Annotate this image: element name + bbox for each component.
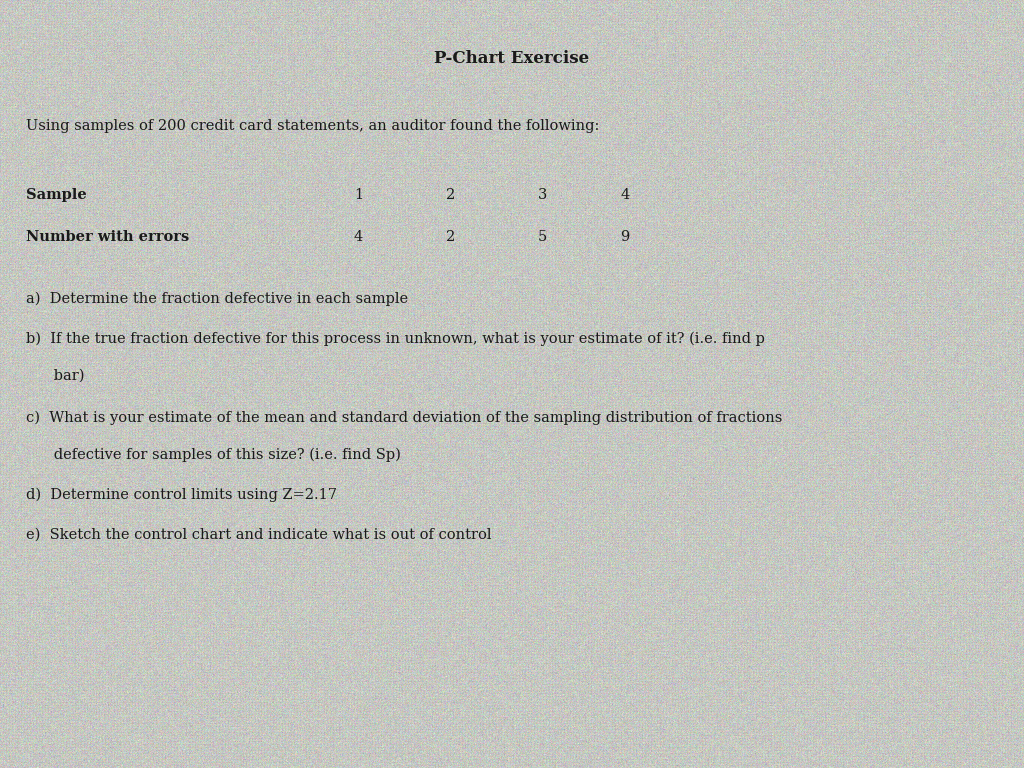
Text: 2: 2 — [445, 188, 456, 202]
Text: a)  Determine the fraction defective in each sample: a) Determine the fraction defective in e… — [26, 292, 408, 306]
Text: 4: 4 — [353, 230, 364, 244]
Text: Number with errors: Number with errors — [26, 230, 188, 244]
Text: 5: 5 — [538, 230, 548, 244]
Text: 2: 2 — [445, 230, 456, 244]
Text: e)  Sketch the control chart and indicate what is out of control: e) Sketch the control chart and indicate… — [26, 528, 492, 541]
Text: 1: 1 — [354, 188, 362, 202]
Text: c)  What is your estimate of the mean and standard deviation of the sampling dis: c) What is your estimate of the mean and… — [26, 411, 782, 425]
Text: defective for samples of this size? (i.e. find Sp): defective for samples of this size? (i.e… — [26, 448, 400, 462]
Text: bar): bar) — [26, 369, 84, 382]
Text: 3: 3 — [538, 188, 548, 202]
Text: d)  Determine control limits using Z=2.17: d) Determine control limits using Z=2.17 — [26, 488, 337, 502]
Text: 4: 4 — [620, 188, 630, 202]
Text: Using samples of 200 credit card statements, an auditor found the following:: Using samples of 200 credit card stateme… — [26, 119, 599, 133]
Text: P-Chart Exercise: P-Chart Exercise — [434, 50, 590, 67]
Text: Sample: Sample — [26, 188, 86, 202]
Text: 9: 9 — [620, 230, 630, 244]
Text: b)  If the true fraction defective for this process in unknown, what is your est: b) If the true fraction defective for th… — [26, 332, 765, 346]
